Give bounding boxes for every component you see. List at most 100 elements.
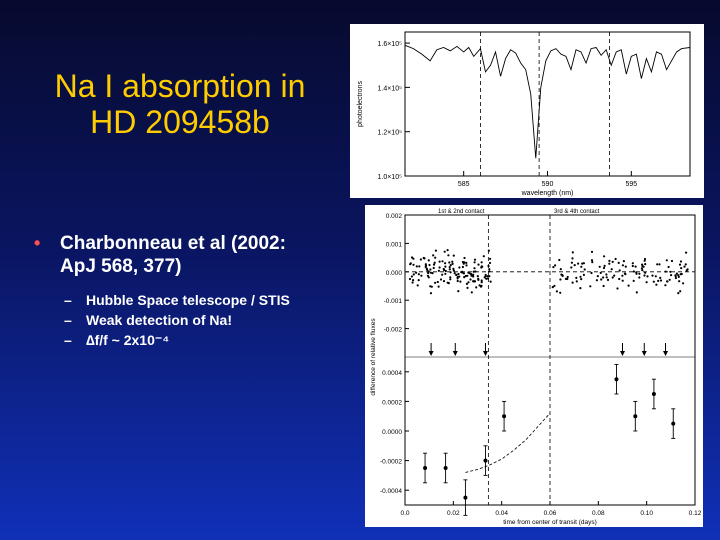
binned-point [423,466,428,470]
flux-point [416,284,419,287]
bin-arrow-head [620,351,625,356]
flux-point [643,257,647,261]
flux-point [646,275,649,278]
flux-point [635,291,638,294]
flux-point [678,280,681,283]
flux-point [472,280,475,283]
flux-point [487,264,490,268]
flux-point [441,273,444,276]
flux-point [430,285,433,288]
flux-point [417,273,420,276]
flux-point [457,272,460,276]
y-tick-label: 1.0×10⁵ [377,174,402,181]
flux-point [579,275,582,278]
flux-point [482,255,485,258]
top-y-tick-label: 0.002 [386,213,403,220]
flux-point [621,274,624,277]
flux-point [470,291,473,294]
flux-point [668,278,671,281]
bottom-y-tick-label: 0.0004 [382,370,402,377]
flux-point [418,265,421,268]
sub-bullet-2-text: Weak detection of Na! [86,312,232,328]
flux-point [605,276,608,279]
flux-point [448,266,451,269]
flux-point [446,281,449,284]
flux-point [685,251,688,254]
x-tick-label: 0.0 [400,510,409,517]
flux-point [634,265,637,268]
flux-point [441,260,444,263]
x-tick-label: 585 [458,181,470,188]
flux-point [599,271,602,274]
flux-point [463,276,466,279]
flux-point [488,261,492,265]
flux-point [566,275,569,279]
flux-point [486,275,489,278]
flux-point [487,249,490,252]
flux-point [595,279,598,282]
flux-point [472,270,475,273]
flux-point [448,261,451,264]
flux-point [473,267,476,270]
flux-point [434,256,437,259]
flux-point [575,280,578,283]
flux-point [444,265,447,268]
flux-point [415,265,418,268]
flux-point [665,259,668,262]
flux-point [622,260,625,263]
flux-point [608,259,611,262]
flux-point [618,277,621,281]
flux-point [559,268,562,271]
flux-point [591,261,594,264]
flux-point [443,268,446,272]
flux-point [465,264,468,267]
flux-point [434,281,437,284]
top-y-tick-label: 0.001 [386,241,403,248]
flux-point [582,262,585,265]
flux-point [680,267,683,270]
flux-point [561,274,564,277]
x-tick-label: 595 [625,181,637,188]
flux-point [611,276,614,279]
flux-point [677,274,680,277]
bottom-y-tick-label: 0.0000 [382,429,402,436]
flux-point [551,286,554,289]
flux-point [677,292,680,295]
flux-point [449,264,452,267]
flux-point [417,279,420,282]
flux-point [575,276,578,279]
flux-point [624,265,627,268]
flux-point [485,277,488,280]
flux-point [452,267,455,270]
flux-point [429,292,433,295]
flux-point [488,268,491,271]
flux-point [570,261,573,264]
binned-point [463,495,468,500]
top-y-tick-label: 0.000 [386,270,403,277]
flux-point [614,257,617,261]
flux-point [467,271,470,274]
flux-point [439,278,443,281]
flux-point [449,276,452,279]
flux-point [452,269,455,272]
flux-point [577,262,580,265]
spectrum-frame [404,31,691,177]
flux-point [684,263,687,266]
x-axis-label: time from center of transit (days) [503,519,597,526]
flux-point [645,281,648,284]
sub-bullet-2: – Weak detection of Na! [34,312,364,328]
flux-point [571,281,574,284]
spectrum-chart: 1.0×10⁵ 1.2×10⁵ 1.4×10⁵ 1.6×10⁵ 585 590 595 wav… [357,31,691,197]
binned-point [483,458,488,463]
flux-point [631,262,634,265]
flux-point [600,278,603,281]
flux-point [432,254,435,257]
flux-point [613,274,616,277]
flux-point [559,291,562,294]
y-tick-label: 1.2×10⁵ [377,130,402,137]
flux-point [554,264,557,267]
flux-point [433,261,436,264]
flux-point [472,273,475,276]
flux-point [456,276,459,279]
flux-point [469,278,472,281]
